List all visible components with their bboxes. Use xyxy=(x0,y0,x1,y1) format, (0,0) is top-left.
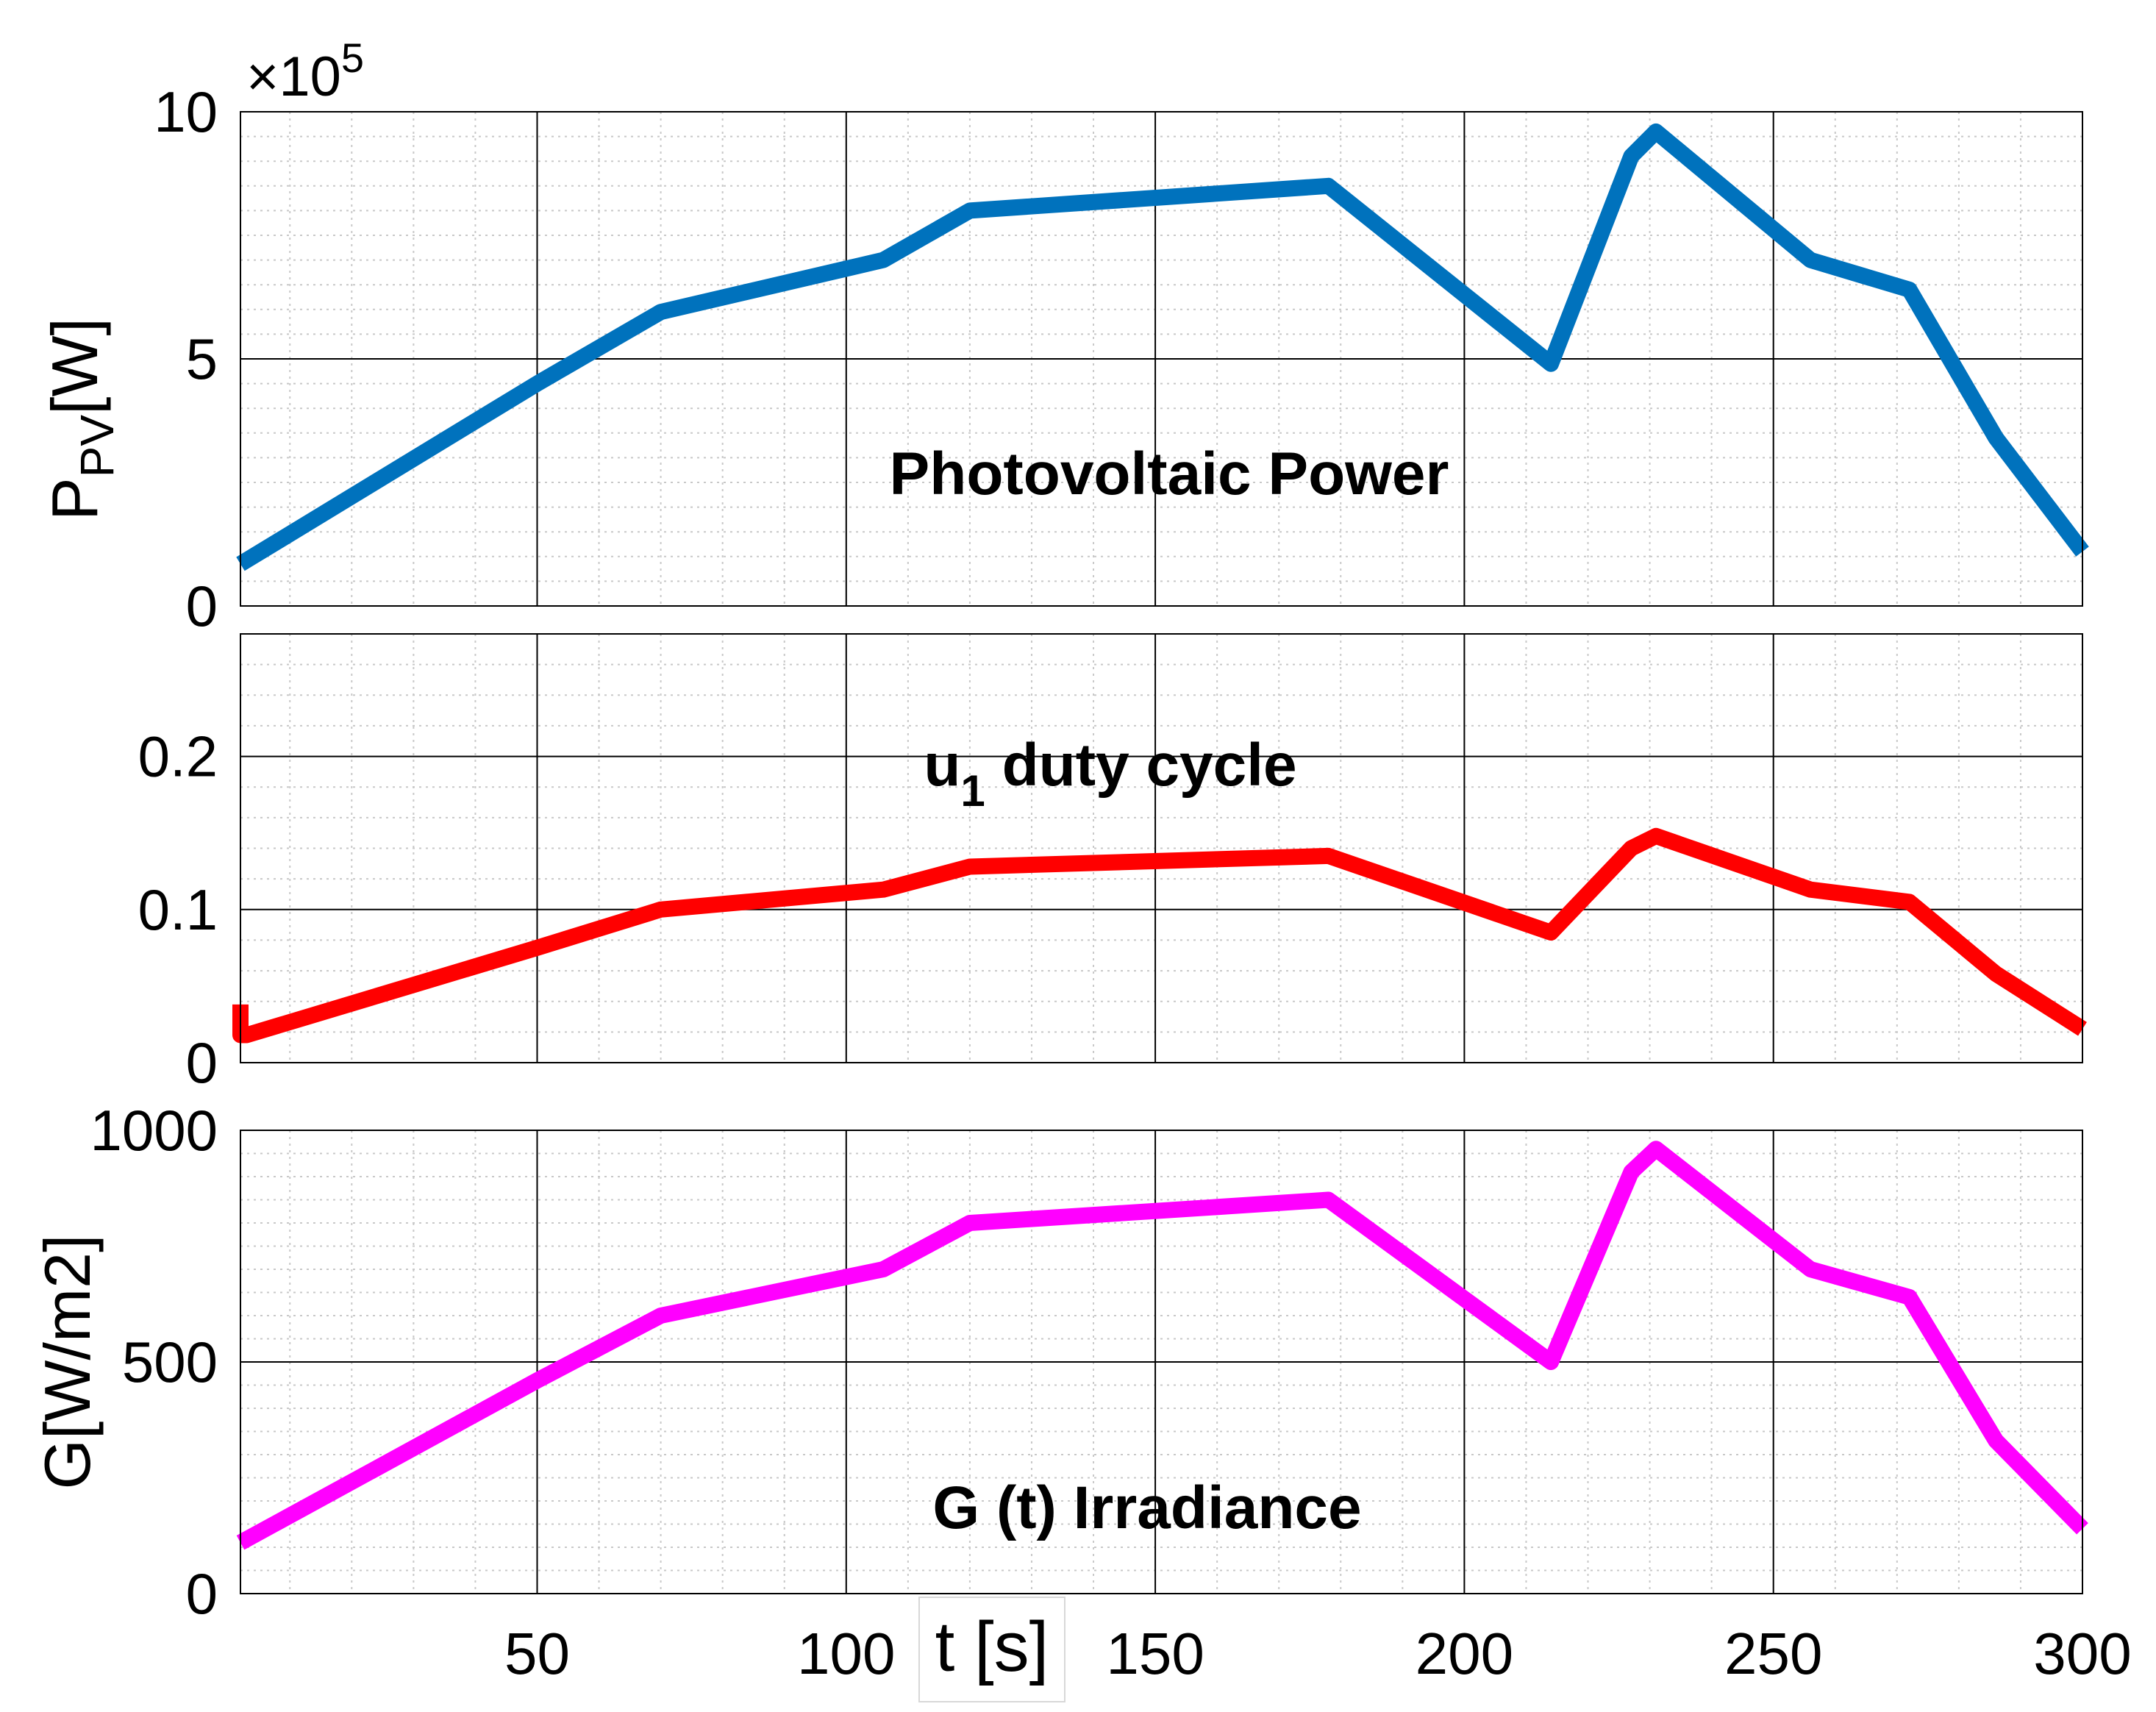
power-series-line xyxy=(236,123,2089,571)
duty-series-line xyxy=(232,827,2087,1044)
panel-irradiance-ytick-labels: 0 500 1000 xyxy=(90,1098,218,1626)
irradiance-ytick-label: 1000 xyxy=(90,1098,218,1163)
panel-irradiance-ylabel: G[W/m2] xyxy=(31,1234,104,1489)
panel-duty-title-rest: duty cycle xyxy=(985,732,1297,799)
panel-power-title: Photovoltaic Power xyxy=(890,441,1449,507)
irradiance-series-line xyxy=(236,1141,2088,1550)
panel-irradiance-series xyxy=(236,1141,2088,1550)
x-tick-label: 50 xyxy=(504,1621,570,1686)
duty-ytick-label: 0.2 xyxy=(138,724,218,789)
panel-irradiance-frame xyxy=(240,1130,2083,1594)
panel-power-ylabel-unit: [W] xyxy=(38,318,111,415)
irradiance-ytick-label: 0 xyxy=(186,1561,218,1626)
panel-duty-ytick-labels: 0 0.1 0.2 xyxy=(138,724,218,1095)
x-tick-label: 200 xyxy=(1416,1621,1513,1686)
panel-duty-title: u1 duty cycle xyxy=(924,732,1296,816)
panel-irradiance-title: G (t) Irradiance xyxy=(932,1474,1361,1541)
duty-ytick-label: 0 xyxy=(186,1030,218,1095)
x-axis-label: t [s] xyxy=(935,1608,1049,1686)
panel-power-ylabel: PPV[W] xyxy=(38,318,124,521)
panel-power-series xyxy=(236,123,2089,571)
power-ytick-label: 5 xyxy=(186,327,218,391)
panel-duty: 0 0.1 0.2 u1 duty cycle xyxy=(138,633,2087,1095)
panel-power-frame xyxy=(240,111,2083,607)
x-tick-labels: 50 100 150 200 250 300 xyxy=(504,1621,2132,1686)
panel-power-ylabel-subscript: PV xyxy=(71,415,124,478)
panel-power-scale-label: ×105 xyxy=(246,35,364,108)
panel-duty-series xyxy=(232,827,2087,1044)
x-tick-label: 150 xyxy=(1106,1621,1204,1686)
x-axis-label-box xyxy=(918,1597,1065,1702)
panel-irradiance: 0 500 1000 G[W/m2] G (t) Irradiance xyxy=(31,1098,2088,1626)
irradiance-ytick-label: 500 xyxy=(122,1330,218,1394)
panel-duty-title-subscript: 1 xyxy=(960,766,985,816)
power-ytick-label: 10 xyxy=(154,79,218,144)
duty-ytick-label: 0.1 xyxy=(138,877,218,942)
x-tick-label: 300 xyxy=(2033,1621,2131,1686)
panel-power-grid xyxy=(240,111,2083,607)
panel-power: 0 5 10 ×105 PPV[W] Photovoltaic Power xyxy=(38,35,2089,638)
x-tick-label: 250 xyxy=(1724,1621,1822,1686)
panel-duty-frame xyxy=(240,633,2083,1063)
panel-power-ytick-labels: 0 5 10 xyxy=(154,79,218,638)
power-ytick-label: 0 xyxy=(186,574,218,638)
x-tick-label: 100 xyxy=(797,1621,895,1686)
panel-power-scale-exponent: 5 xyxy=(341,35,364,81)
